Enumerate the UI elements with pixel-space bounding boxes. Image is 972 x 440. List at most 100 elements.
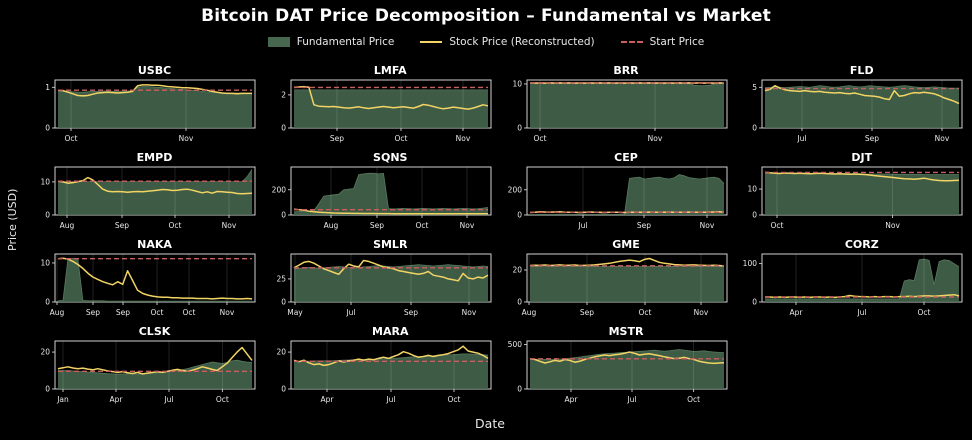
legend-item-area: Fundamental Price: [267, 36, 394, 48]
subplot-title: SQNS: [373, 151, 408, 164]
y-tick-label: 20: [512, 266, 522, 275]
legend-swatch-line: [420, 41, 443, 43]
x-tick-label: Aug: [521, 308, 536, 317]
subplot-CEP: CEP 0 200 Jul Sep Nov: [502, 151, 731, 234]
x-tick-label: Jul: [857, 308, 867, 317]
subplot-NAKA: NAKA 0 10 Aug Sep Sep Oct Oct Nov: [30, 238, 259, 321]
x-tick-label: Nov: [459, 221, 474, 230]
x-tick-label: Oct: [638, 308, 651, 317]
y-tick-label: 0: [281, 124, 286, 133]
x-tick-label: Aug: [50, 308, 65, 317]
chart-canvas-MARA: 0 20 Apr Jul Oct: [276, 340, 492, 404]
x-tick-label: Nov: [935, 134, 950, 143]
x-tick-label: Oct: [216, 395, 229, 404]
subplot-title: MSTR: [608, 325, 644, 338]
x-tick-label: Oct: [918, 308, 931, 317]
fundamental-area: [58, 258, 252, 302]
x-tick-label: Oct: [415, 221, 428, 230]
page-title: Bitcoin DAT Price Decomposition – Fundam…: [201, 6, 771, 26]
y-tick-label: 10: [40, 177, 50, 186]
x-tick-label: Jul: [626, 395, 636, 404]
subplot-EMPD: EMPD 0 10 Aug Sep Oct Nov: [30, 151, 259, 234]
subplot-CLSK: CLSK 0 20 Jan Apr Jul Oct: [30, 325, 259, 408]
y-tick-label: 0: [517, 124, 522, 133]
x-tick-label: Sep: [86, 308, 100, 317]
x-tick-label: Oct: [394, 134, 407, 143]
x-tick-label: Sep: [579, 308, 593, 317]
chart-canvas-CEP: 0 200 Jul Sep Nov: [507, 166, 727, 230]
chart-canvas-BRR: 0 10 Oct Nov: [512, 79, 727, 143]
y-tick-label: 10: [748, 185, 758, 194]
y-tick-label: 0: [45, 385, 50, 394]
subplot-title: LMFA: [373, 64, 407, 77]
y-tick-label: 500: [507, 340, 522, 349]
chart-canvas-CLSK: 0 20 Jan Apr Jul Oct: [40, 340, 256, 404]
stock-price-line: [57, 84, 252, 97]
y-tick-label: 200: [271, 185, 286, 194]
chart-canvas-NAKA: 0 10 Aug Sep Sep Oct Oct Nov: [40, 253, 256, 317]
fundamental-area: [765, 85, 960, 128]
subplot-MSTR: MSTR 0 500 Apr Jul Oct: [502, 325, 731, 408]
subplot-title: MARA: [372, 325, 409, 338]
chart-canvas-GME: 0 20 Aug Sep Oct Nov: [512, 253, 727, 317]
x-tick-label: Jan: [56, 395, 69, 404]
subplot-LMFA: LMFA 0 2 Sep Oct Nov: [266, 64, 495, 147]
x-tick-label: Oct: [169, 221, 182, 230]
subplot-title: FLD: [849, 64, 874, 77]
subplot-title: GME: [612, 238, 640, 251]
y-tick-label: 0: [517, 385, 522, 394]
x-tick-label: Nov: [647, 134, 662, 143]
fundamental-area: [765, 259, 960, 302]
x-axis-label: Date: [475, 416, 505, 431]
x-tick-label: Sep: [636, 221, 650, 230]
fundamental-area: [529, 83, 724, 128]
charts-grid: USBC 0 1 Oct Nov LMFA 0 2 Sep Oct Nov BRR 0 10 Oct Nov F…: [30, 64, 968, 408]
x-tick-label: Oct: [771, 221, 784, 230]
subplot-title: BRR: [613, 64, 639, 77]
x-tick-label: May: [287, 308, 303, 317]
x-tick-label: Oct: [447, 395, 460, 404]
x-tick-label: Aug: [60, 221, 75, 230]
y-tick-label: 0: [45, 124, 50, 133]
y-tick-label: 10: [512, 80, 522, 89]
stock-price-line: [293, 208, 488, 215]
chart-canvas-DJT: 0 10 Oct Nov: [748, 166, 963, 230]
subplot-BRR: BRR 0 10 Oct Nov: [502, 64, 731, 147]
fundamental-area: [58, 86, 252, 128]
subplot-CORZ: CORZ 0 100 Apr Jul Oct: [737, 238, 966, 321]
x-tick-label: Sep: [116, 308, 130, 317]
x-tick-label: Oct: [151, 308, 164, 317]
chart-canvas-EMPD: 0 10 Aug Sep Oct Nov: [40, 166, 256, 230]
subplot-FLD: FLD 0 5 Jul Sep Nov: [737, 64, 966, 147]
stock-price-line: [293, 85, 488, 110]
chart-canvas-FLD: 0 5 Jul Sep Nov: [752, 79, 963, 143]
subplot-SQNS: SQNS 0 200 Aug Sep Oct Nov: [266, 151, 495, 234]
y-axis-label: Price (USD): [6, 188, 19, 252]
y-tick-label: 0: [517, 298, 522, 307]
x-tick-label: Jul: [797, 134, 807, 143]
subplot-USBC: USBC 0 1 Oct Nov: [30, 64, 259, 147]
y-tick-label: 0: [281, 211, 286, 220]
subplot-SMLR: SMLR 0 25 May Jul Sep Nov: [266, 238, 495, 321]
subplot-DJT: DJT 0 10 Oct Nov: [737, 151, 966, 234]
y-tick-label: 10: [40, 259, 50, 268]
x-tick-label: Jul: [163, 395, 173, 404]
y-tick-label: 0: [281, 298, 286, 307]
x-tick-label: Sep: [404, 308, 418, 317]
stock-price-line: [765, 84, 960, 105]
x-tick-label: Sep: [115, 221, 129, 230]
subplot-title: CLSK: [138, 325, 171, 338]
y-tick-label: 20: [276, 348, 286, 357]
x-tick-label: Apr: [110, 395, 124, 404]
chart-canvas-LMFA: 0 2 Sep Oct Nov: [281, 79, 492, 143]
stock-price-line: [57, 346, 253, 375]
fundamental-area: [58, 169, 252, 215]
x-tick-label: Apr: [564, 395, 578, 404]
x-tick-label: Nov: [886, 221, 901, 230]
y-tick-label: 0: [752, 124, 757, 133]
x-tick-label: Sep: [330, 134, 344, 143]
x-tick-label: Nov: [693, 308, 708, 317]
stock-price-line: [293, 345, 489, 367]
y-tick-label: 1: [45, 83, 50, 92]
y-tick-label: 0: [281, 385, 286, 394]
